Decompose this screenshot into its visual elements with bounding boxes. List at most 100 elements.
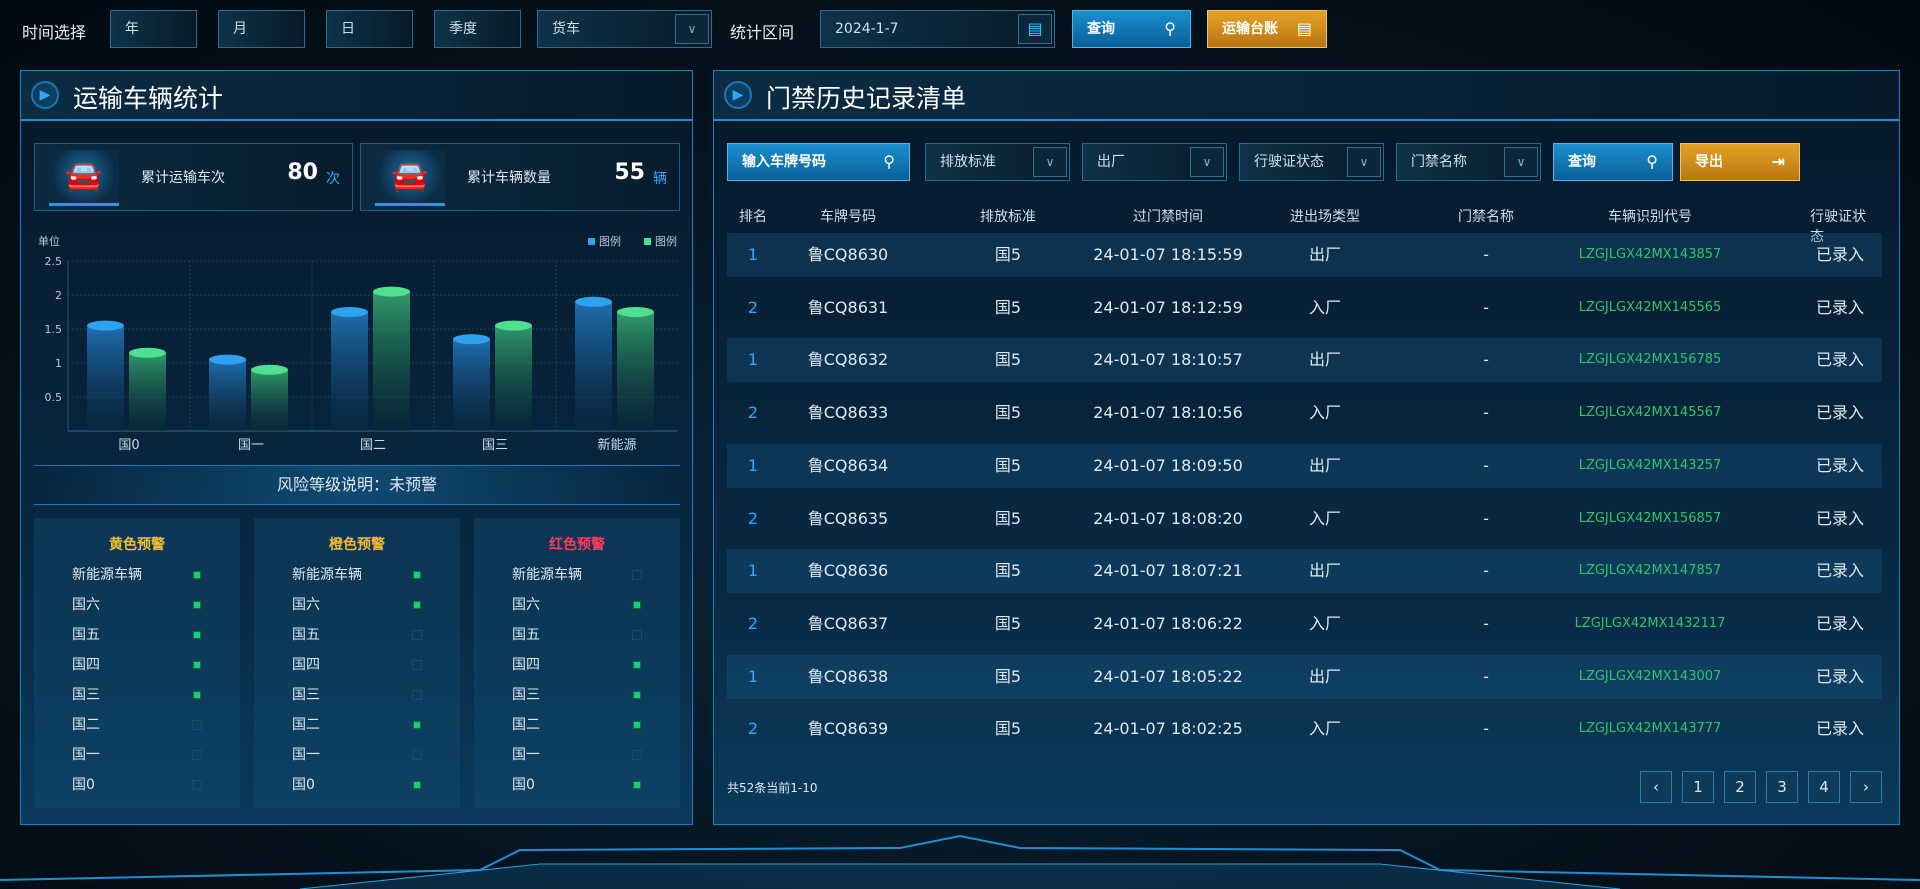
warning-item-label: 国0	[512, 777, 535, 793]
page-button[interactable]: 2	[1724, 771, 1756, 803]
table-cell: 鲁CQ8636	[807, 561, 889, 581]
warning-item-label: 国六	[512, 597, 540, 613]
x-tick-label: 国二	[360, 438, 386, 453]
table-cell: 24-01-07 18:12:59	[1093, 297, 1243, 317]
table-cell: 入厂	[1308, 613, 1342, 633]
table-cell: 已录入	[1815, 719, 1865, 739]
table-cell: 入厂	[1308, 403, 1342, 423]
table-cell: 2	[747, 297, 759, 317]
table-cell: 出厂	[1308, 350, 1342, 370]
export-icon: ⇥	[1771, 152, 1785, 171]
warning-item-label: 国三	[72, 687, 100, 703]
column-header[interactable]: 车牌号码	[820, 209, 876, 225]
bar	[209, 359, 246, 431]
warning-item-label: 国三	[512, 687, 540, 703]
legend-swatch	[644, 238, 651, 245]
emission-select[interactable]: 排放标准 ∨	[925, 143, 1070, 181]
query-button[interactable]: 查询 ⚲	[1072, 10, 1191, 48]
direction-select[interactable]: 出厂 ∨	[1082, 143, 1227, 181]
plate-search-input[interactable]: 输入车牌号码 ⚲	[727, 143, 910, 181]
table-cell: 24-01-07 18:15:59	[1093, 245, 1243, 264]
table-row[interactable]: 2 鲁CQ8635 国5 24-01-07 18:08:20 入厂 - LZGJLGX42M…	[727, 497, 1882, 541]
export-label: 导出	[1695, 154, 1723, 170]
status-indicator	[193, 601, 201, 609]
warning-item-label: 国一	[292, 747, 320, 763]
bar-cap	[495, 320, 532, 331]
table-row[interactable]: 1 鲁CQ8634 国5 24-01-07 18:09:50 出厂 - LZGJLGX42M…	[727, 443, 1882, 488]
warning-item: 国二	[254, 710, 460, 740]
table-cell: 24-01-07 18:02:25	[1093, 719, 1243, 739]
table-cell: 鲁CQ8634	[807, 455, 889, 475]
table-cell: 已录入	[1815, 613, 1865, 633]
ledger-button[interactable]: 运输台账 ▤	[1207, 10, 1327, 48]
day-button[interactable]: 日	[326, 10, 413, 48]
warning-item-label: 新能源车辆	[512, 567, 582, 583]
gate-name-select[interactable]: 门禁名称 ∨	[1396, 143, 1541, 181]
warning-item: 国0	[34, 770, 240, 800]
table-cell: -	[1483, 613, 1489, 633]
search-icon: ⚲	[1164, 19, 1176, 38]
column-header[interactable]: 行驶证状态	[1810, 209, 1866, 245]
chevron-down-icon: ∨	[1190, 147, 1224, 177]
column-header[interactable]: 过门禁时间	[1133, 209, 1203, 225]
warning-item-label: 国四	[72, 657, 100, 673]
table-cell: 已录入	[1815, 403, 1865, 423]
column-header[interactable]: 门禁名称	[1458, 209, 1514, 225]
table-cell: -	[1483, 455, 1489, 475]
table-cell: 鲁CQ8630	[807, 245, 889, 264]
table-row[interactable]: 2 鲁CQ8631 国5 24-01-07 18:12:59 入厂 - LZGJLGX42M…	[727, 286, 1882, 330]
quarter-button[interactable]: 季度	[434, 10, 521, 48]
license-status-select[interactable]: 行驶证状态 ∨	[1239, 143, 1384, 181]
export-button[interactable]: 导出 ⇥	[1680, 143, 1800, 181]
warning-item: 国四	[34, 650, 240, 680]
warning-item-label: 国三	[292, 687, 320, 703]
table-row[interactable]: 1 鲁CQ8638 国5 24-01-07 18:05:22 出厂 - LZGJLGX42M…	[727, 654, 1882, 699]
column-header[interactable]: 车辆识别代号	[1608, 209, 1692, 225]
column-header[interactable]: 进出场类型	[1290, 209, 1360, 225]
next-page-button[interactable]: ›	[1850, 771, 1882, 803]
bar-cap	[617, 307, 654, 317]
calendar-icon[interactable]: ▤	[1018, 14, 1052, 44]
gate-history-panel: ▶ 门禁历史记录清单	[713, 70, 1900, 825]
warning-item: 国六	[34, 590, 240, 620]
bar	[251, 369, 288, 431]
gate-value: 门禁名称	[1411, 154, 1467, 170]
column-header[interactable]: 排放标准	[980, 209, 1036, 225]
warning-level-title: 橙色预警	[329, 537, 385, 553]
warning-item-label: 国五	[72, 627, 100, 643]
table-row[interactable]: 1 鲁CQ8630 国5 24-01-07 18:15:59 出厂 - LZGJLGX42M…	[727, 233, 1882, 277]
prev-page-button[interactable]: ‹	[1640, 771, 1672, 803]
table-cell: 国5	[994, 245, 1022, 264]
date-input[interactable]: 2024-1-7 ▤	[820, 10, 1055, 48]
table-query-button[interactable]: 查询 ⚲	[1553, 143, 1673, 181]
table-row[interactable]: 2 鲁CQ8639 国5 24-01-07 18:02:25 入厂 - LZGJLGX42M…	[727, 707, 1882, 751]
column-header[interactable]: 排名	[739, 209, 767, 225]
query-label: 查询	[1087, 21, 1115, 37]
table-row[interactable]: 1 鲁CQ8632 国5 24-01-07 18:10:57 出厂 - LZGJLGX42M…	[727, 338, 1882, 383]
warning-item-label: 国0	[292, 777, 315, 793]
chevron-down-icon: ∨	[675, 14, 709, 44]
table-cell: -	[1483, 350, 1489, 370]
car-icon: 🚘	[375, 150, 445, 206]
warning-item-label: 国一	[512, 747, 540, 763]
year-button[interactable]: 年	[110, 10, 197, 48]
month-button[interactable]: 月	[218, 10, 305, 48]
bar-cap	[129, 347, 166, 358]
table-row[interactable]: 2 鲁CQ8637 国5 24-01-07 18:06:22 入厂 - LZGJLGX42M…	[727, 602, 1882, 646]
warning-item: 新能源车辆	[474, 560, 680, 590]
table-cell: LZGJLGX42MX147857	[1578, 563, 1722, 579]
vehicle-type-select[interactable]: 货车 ∨	[537, 10, 712, 48]
bar	[87, 325, 124, 431]
status-indicator	[412, 630, 422, 640]
page-button[interactable]: 3	[1766, 771, 1798, 803]
bar-cap	[453, 334, 490, 345]
warning-item-label: 国二	[292, 717, 320, 733]
play-icon: ▶	[724, 81, 752, 109]
page-button[interactable]: 1	[1682, 771, 1714, 803]
table-cell: 已录入	[1815, 666, 1865, 686]
vehicle-bar-chart: 单位 0.5 1 1.5 2 2.5 国0 国一 国二 国三 新能源 图例 图例	[38, 234, 678, 453]
page-button[interactable]: 4	[1808, 771, 1840, 803]
status-indicator	[632, 750, 642, 760]
table-row[interactable]: 2 鲁CQ8633 国5 24-01-07 18:10:56 入厂 - LZGJLGX42M…	[727, 391, 1882, 435]
table-row[interactable]: 1 鲁CQ8636 国5 24-01-07 18:07:21 出厂 - LZGJLGX42M…	[727, 549, 1882, 594]
